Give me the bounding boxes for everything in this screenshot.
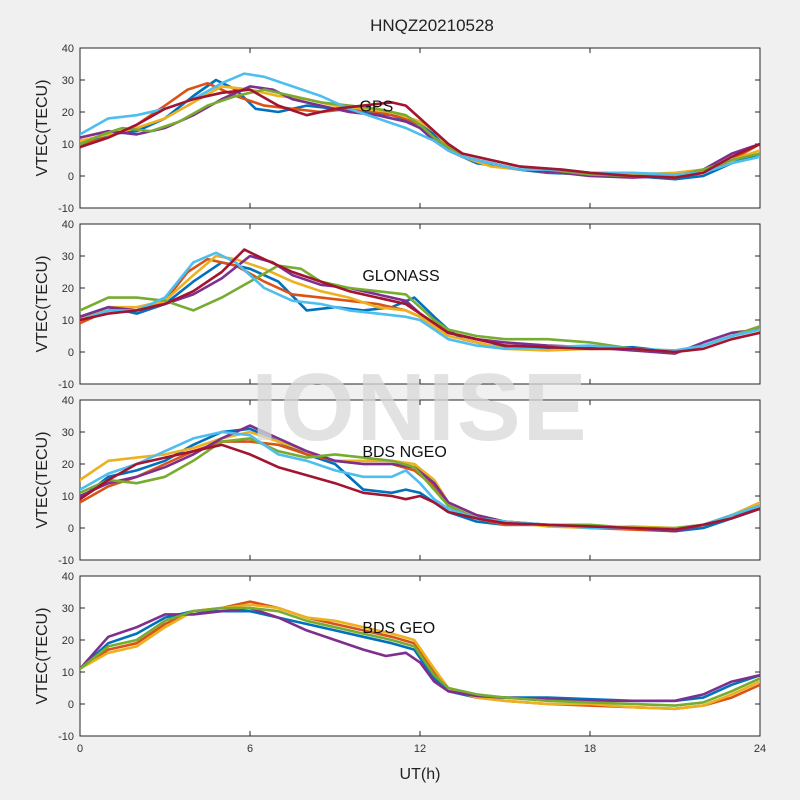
y-axis-label: VTEC(TECU) [34,608,51,705]
series-line-3 [80,430,760,530]
series-line-7 [80,88,760,179]
series-group [80,248,760,355]
series-group [80,600,760,711]
panel-label: BDS GEO [362,620,435,637]
series-line-7 [80,443,760,531]
x-tick-label: 18 [584,743,596,755]
y-tick-label: 10 [62,315,74,327]
figure-title: HNQZ20210528 [370,16,494,35]
y-tick-label: 40 [62,571,74,583]
y-tick-label: -10 [58,203,74,215]
series-line-7 [80,248,760,354]
y-tick-label: 10 [62,667,74,679]
y-tick-label: 40 [62,395,74,407]
y-tick-label: 0 [68,523,74,535]
y-tick-label: 30 [62,75,74,87]
panel-glonass: -10 0 10 20 30 40 VTEC(TECU) GLONASS [34,219,761,391]
series-line-4 [80,85,760,179]
y-tick-label: 20 [62,283,74,295]
series-line-4 [80,606,760,703]
x-tick-label: 12 [414,743,426,755]
y-tick-label: 10 [62,491,74,503]
panel-label: GLONASS [362,268,439,285]
x-tick-label: 6 [247,743,253,755]
series-group [80,72,760,181]
series-line-4 [80,254,760,355]
panel-gps: -10 0 10 20 30 40 VTEC(TECU) GPS [34,43,761,215]
y-tick-label: -10 [58,555,74,567]
watermark: IONISE [251,354,588,461]
y-tick-label: 40 [62,219,74,231]
panel-label: GPS [360,99,394,116]
x-tick-label: 0 [77,743,83,755]
series-line-5 [80,606,760,707]
series-line-3 [80,85,760,178]
y-axis-label: VTEC(TECU) [34,432,51,529]
y-tick-label: -10 [58,379,74,391]
x-tick-label: 24 [754,743,766,755]
y-axis-label: VTEC(TECU) [34,80,51,177]
y-tick-label: 30 [62,427,74,439]
y-tick-label: 10 [62,139,74,151]
series-line-1 [80,261,760,354]
y-tick-label: 20 [62,107,74,119]
y-tick-label: 0 [68,699,74,711]
series-group [80,424,760,533]
plot-area [79,399,761,561]
panel-bds-ngeo: -10 0 10 20 30 40 VTEC(TECU) BDS NGEO [34,395,761,567]
series-line-6 [80,72,760,176]
y-tick-label: 20 [62,459,74,471]
y-tick-label: 30 [62,603,74,615]
panel-label: BDS NGEO [362,444,446,461]
y-tick-label: 40 [62,43,74,55]
y-tick-label: -10 [58,731,74,743]
x-axis-label: UT(h) [400,766,441,783]
y-axis-label: VTEC(TECU) [34,256,51,353]
y-tick-label: 20 [62,635,74,647]
y-tick-label: 30 [62,251,74,263]
y-tick-label: 0 [68,347,74,359]
y-tick-label: 0 [68,171,74,183]
